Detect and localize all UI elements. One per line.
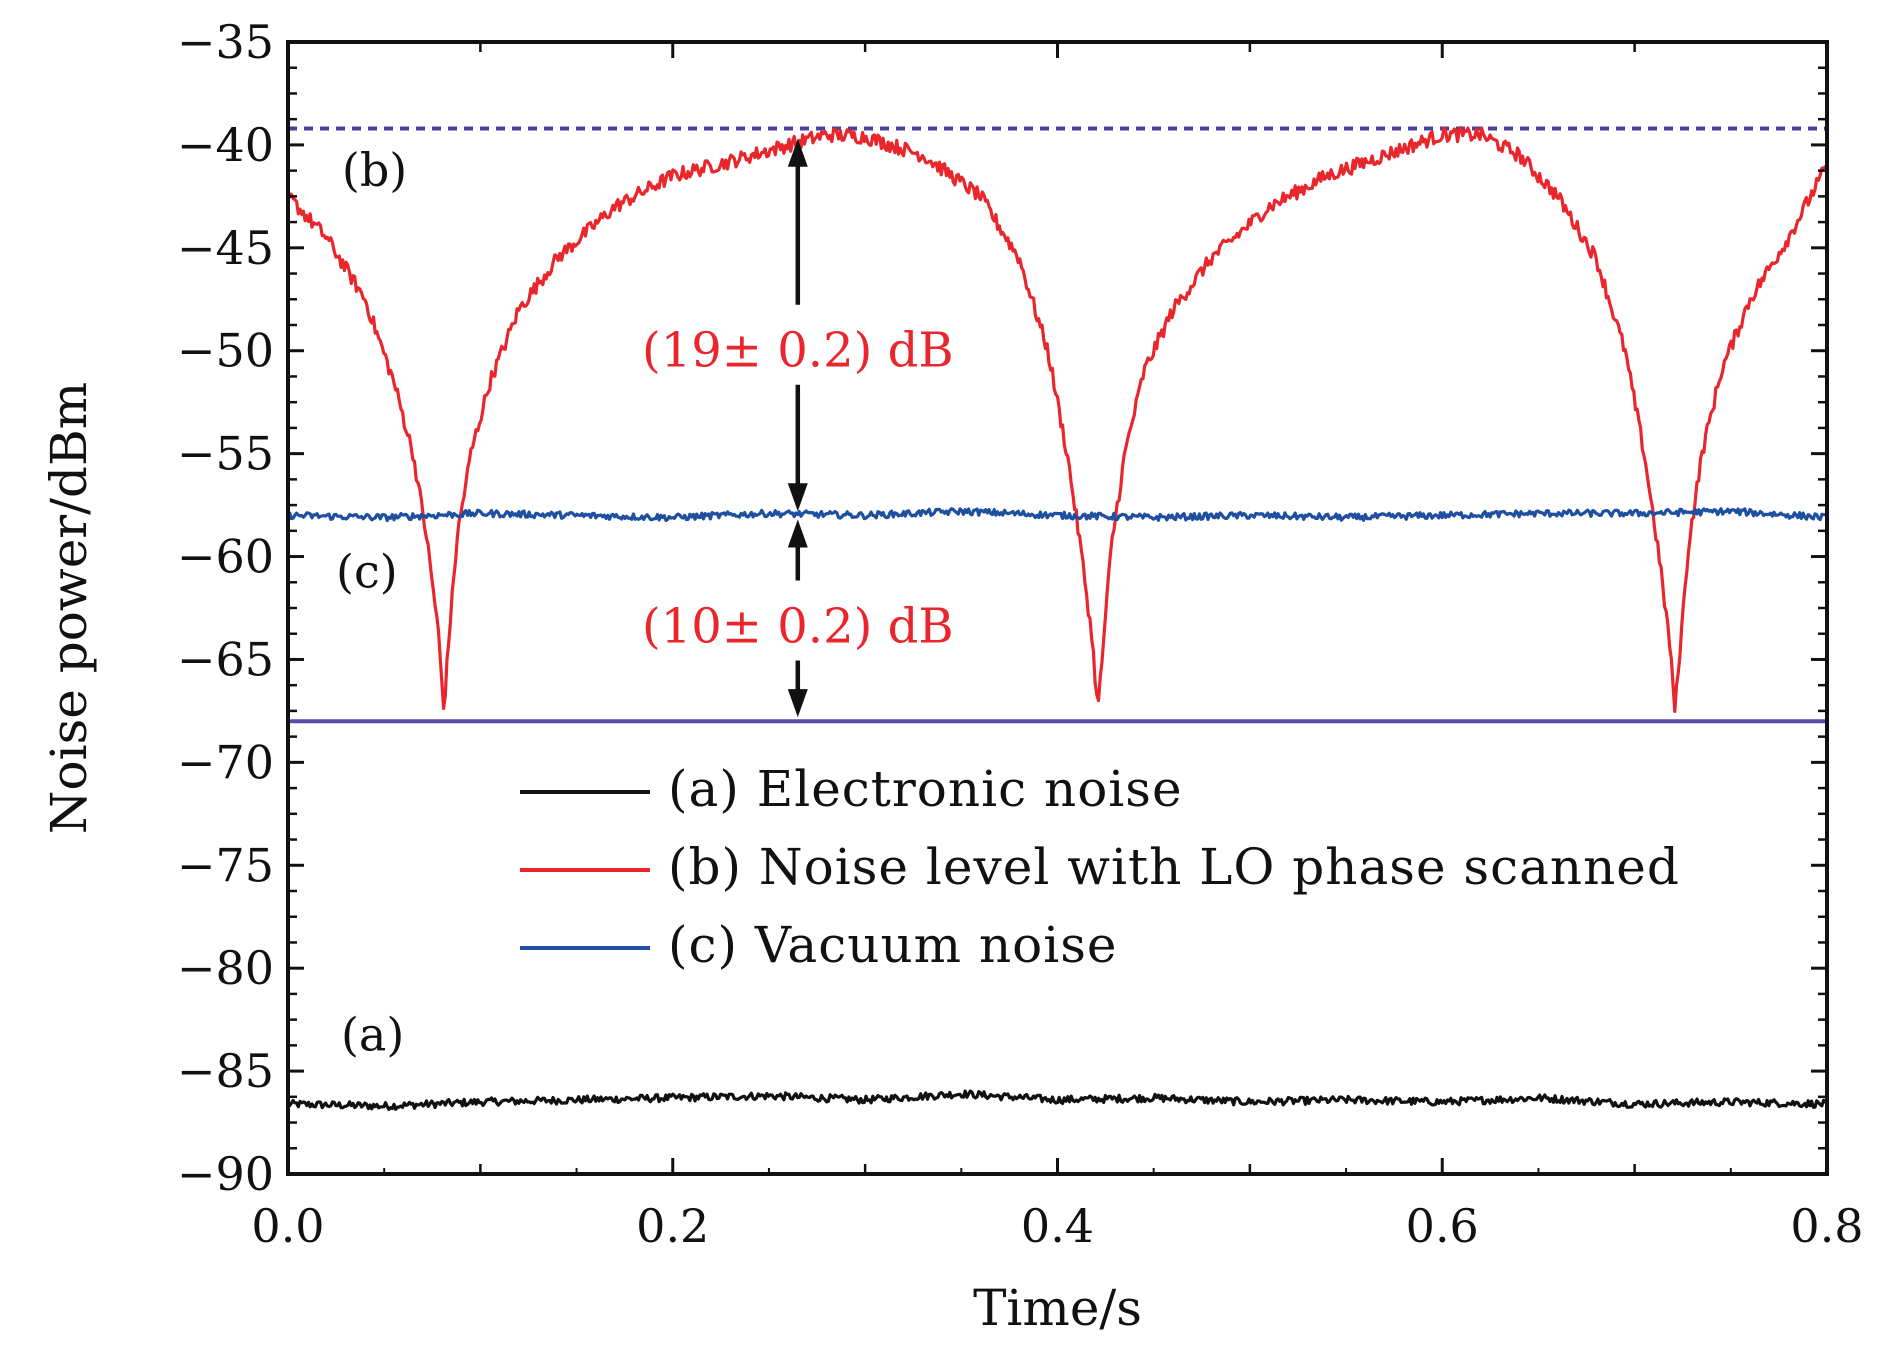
x-axis-label: Time/s (973, 1279, 1142, 1337)
squeezing-range-arrow-label: (19± 0.2) dB (642, 323, 954, 379)
x-tick-label: 0.4 (1021, 1199, 1094, 1253)
vacuum-noise-line (288, 507, 1827, 523)
series-lines (288, 126, 1827, 1111)
legend-entry: (a) Electronic noise (668, 760, 1183, 818)
legend: (a) Electronic noise (b) Noise level with… (520, 760, 1680, 974)
lo-phase-scanned-line (288, 126, 1827, 713)
y-tick-label: −85 (177, 1044, 274, 1098)
reference-lines (288, 126, 1827, 724)
squeezing-range-arrow-arrowhead-down (787, 483, 808, 512)
x-tick-label: 0.2 (636, 1199, 709, 1253)
plot-frame (286, 40, 1829, 1176)
plot-border (286, 40, 1829, 1176)
y-tick-label: −70 (177, 735, 274, 789)
y-tick-label: −40 (177, 118, 274, 172)
curve-label: (b) (342, 143, 407, 197)
electronic-noise-line (288, 1089, 1827, 1111)
x-tick-label: 0.0 (251, 1199, 324, 1253)
y-tick-label: −35 (177, 15, 274, 69)
vacuum-gap-arrow-label: (10± 0.2) dB (642, 599, 954, 655)
y-tick-label: −90 (177, 1147, 274, 1201)
vacuum-gap-arrow-arrowhead-down (787, 689, 808, 718)
legend-entry: (b) Noise level with LO phase scanned (668, 838, 1680, 896)
annotations: (b) (c) (a) (19± 0.2) dB (10± 0.2) dB (336, 138, 954, 1062)
y-tick-label: −65 (177, 632, 274, 686)
y-tick-label: −75 (177, 838, 274, 892)
y-tick-label: −80 (177, 941, 274, 995)
y-tick-label: −45 (177, 221, 274, 275)
y-axis-label: Noise power/dBm (40, 382, 98, 834)
y-tick-label: −60 (177, 530, 274, 584)
y-tick-label: −55 (177, 427, 274, 481)
x-tick-label: 0.6 (1406, 1199, 1479, 1253)
y-tick-label: −50 (177, 324, 274, 378)
squeezing-range-arrow-arrowhead-up (787, 138, 808, 167)
curve-label: (a) (341, 1008, 404, 1062)
axis-ticks: −35 −40 −45 −50 −55 −60 −65 −70 −75 −80 −85 −900.0 0… (177, 15, 1864, 1253)
curve-label: (c) (336, 544, 398, 598)
vacuum-gap-arrow-arrowhead-up (787, 519, 808, 548)
x-tick-label: 0.8 (1790, 1199, 1863, 1253)
legend-entry: (c) Vacuum noise (668, 916, 1118, 974)
